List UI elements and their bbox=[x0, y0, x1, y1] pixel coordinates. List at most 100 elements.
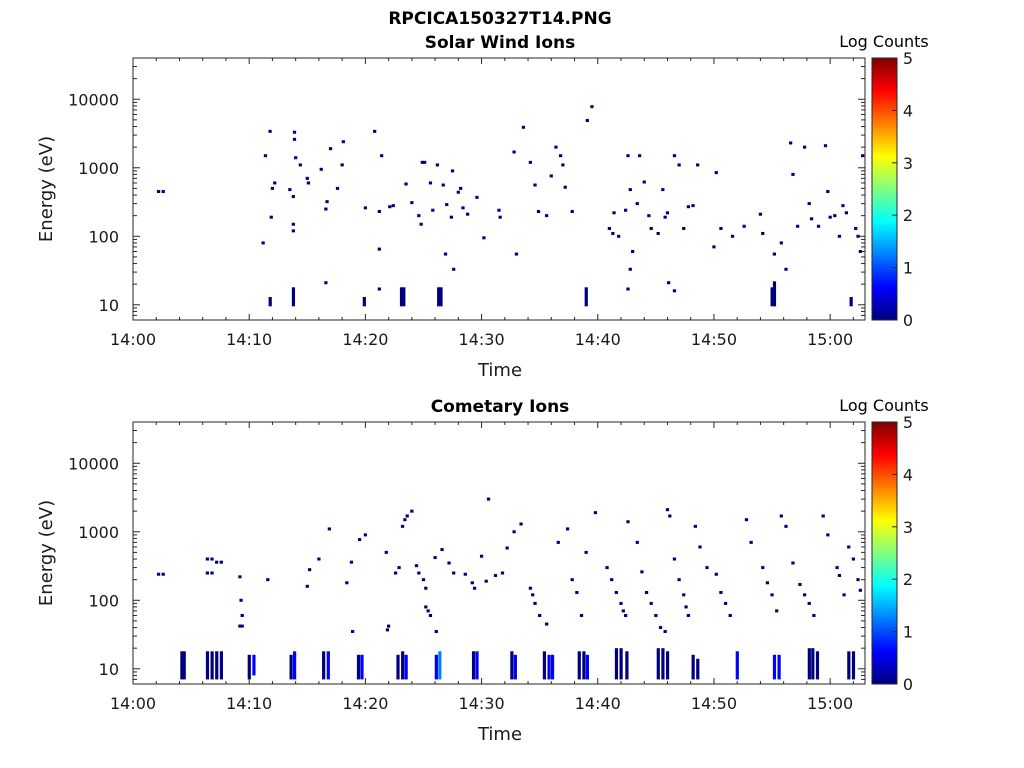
cometary-data-cell bbox=[847, 545, 851, 549]
cometary-data-cell bbox=[345, 581, 349, 585]
cometary-data-cell bbox=[440, 548, 444, 552]
cometary-burst-column bbox=[182, 651, 186, 680]
cometary-data-cell bbox=[305, 584, 309, 588]
cometary-data-cell bbox=[472, 586, 477, 590]
cometary-data-cell bbox=[802, 593, 807, 597]
solar-wind-data-cell bbox=[292, 137, 297, 141]
cometary-data-cell bbox=[686, 613, 691, 617]
cometary-data-cell bbox=[835, 566, 839, 570]
cometary-burst-column bbox=[735, 651, 739, 680]
cometary-colorbar-tick-label: 0 bbox=[903, 675, 913, 694]
solar-wind-burst-column bbox=[362, 296, 366, 307]
solar-wind-data-cell bbox=[663, 215, 667, 219]
cometary-data-cell bbox=[770, 593, 774, 597]
solar-wind-xtick-label: 14:40 bbox=[575, 330, 621, 349]
solar-wind-data-cell bbox=[291, 222, 295, 226]
cometary-burst-column bbox=[289, 654, 293, 680]
cometary-data-cell bbox=[210, 571, 214, 575]
cometary-data-cell bbox=[723, 601, 728, 605]
cometary-data-cell bbox=[858, 588, 862, 592]
solar-wind-data-cell bbox=[306, 181, 311, 185]
cometary-data-cell bbox=[433, 556, 437, 560]
solar-wind-ytick-label: 10000 bbox=[68, 90, 119, 109]
solar-wind-data-cell bbox=[410, 201, 414, 205]
cometary-data-cell bbox=[677, 578, 681, 582]
cometary-data-cell bbox=[428, 613, 433, 617]
cometary-burst-column bbox=[513, 654, 517, 680]
solar-wind-data-cell bbox=[649, 226, 653, 230]
cometary-data-cell bbox=[424, 586, 428, 590]
cometary-data-cell bbox=[826, 533, 830, 537]
cometary-data-cell bbox=[238, 624, 242, 628]
solar-wind-data-cell bbox=[784, 267, 788, 271]
solar-wind-data-cell bbox=[298, 163, 302, 167]
cometary-xtick-label: 14:00 bbox=[110, 694, 156, 713]
solar-wind-data-cell bbox=[363, 206, 368, 210]
cometary-data-cell bbox=[605, 566, 609, 570]
cometary-burst-column bbox=[210, 651, 214, 680]
cometary-data-cell bbox=[452, 571, 456, 575]
solar-wind-data-cell bbox=[441, 183, 445, 187]
cometary-burst-column bbox=[326, 651, 330, 680]
solar-wind-data-cell bbox=[590, 105, 594, 109]
solar-wind-data-cell bbox=[642, 180, 646, 184]
cometary-data-cell bbox=[821, 514, 825, 518]
cometary-data-cell bbox=[791, 561, 795, 565]
cometary-data-cell bbox=[486, 497, 491, 501]
cometary-data-cell bbox=[556, 540, 560, 544]
solar-wind-data-cell bbox=[450, 169, 455, 173]
solar-wind-data-cell bbox=[377, 209, 381, 213]
cometary-burst-column bbox=[434, 654, 438, 680]
solar-wind-data-cell bbox=[826, 190, 830, 194]
solar-wind-data-cell bbox=[435, 163, 440, 167]
cometary-xtick-label: 14:20 bbox=[342, 694, 388, 713]
cometary-data-cell bbox=[851, 557, 856, 561]
solar-wind-data-cell bbox=[268, 129, 272, 133]
cometary-data-cell bbox=[479, 554, 484, 558]
cometary-burst-column bbox=[577, 651, 581, 680]
solar-wind-data-cell bbox=[420, 160, 424, 164]
cometary-burst-column bbox=[696, 658, 700, 680]
solar-wind-data-cell bbox=[335, 186, 340, 190]
cometary-colorbar-tick-label: 3 bbox=[903, 518, 913, 537]
cometary-data-cell bbox=[728, 613, 732, 617]
solar-wind-data-cell bbox=[459, 186, 463, 190]
solar-wind-data-cell bbox=[324, 281, 328, 285]
figure-title: RPCICA150327T14.PNG bbox=[388, 9, 611, 29]
cometary-data-cell bbox=[744, 518, 749, 522]
solar-wind-data-cell bbox=[319, 167, 323, 171]
solar-wind-burst-column bbox=[402, 287, 406, 307]
solar-wind-data-cell bbox=[391, 204, 395, 208]
solar-wind-data-cell bbox=[802, 145, 807, 149]
solar-wind-data-cell bbox=[417, 214, 421, 218]
cometary-data-cell bbox=[668, 514, 672, 518]
cometary-data-cell bbox=[665, 508, 670, 512]
cometary-data-cell bbox=[307, 568, 312, 572]
cometary-data-cell bbox=[384, 550, 388, 554]
cometary-burst-column bbox=[656, 648, 660, 680]
cometary-data-cell bbox=[663, 630, 667, 634]
cometary-burst-column bbox=[847, 651, 851, 680]
cometary-data-cell bbox=[649, 601, 653, 605]
cometary-ylabel: Energy (eV) bbox=[36, 500, 57, 606]
cometary-data-cell bbox=[240, 613, 244, 617]
cometary-data-cell bbox=[614, 590, 618, 594]
cometary-burst-column bbox=[322, 651, 326, 680]
cometary-burst-column bbox=[582, 651, 586, 680]
cometary-xtick-label: 14:40 bbox=[575, 694, 621, 713]
cometary-burst-column bbox=[180, 651, 184, 680]
solar-wind-data-cell bbox=[273, 181, 277, 185]
cometary-data-cell bbox=[463, 572, 467, 576]
solar-wind-data-cell bbox=[325, 200, 329, 204]
cometary-burst-column bbox=[475, 651, 479, 680]
solar-wind-data-cell bbox=[554, 145, 558, 149]
cometary-data-cell bbox=[239, 598, 243, 602]
solar-wind-data-cell bbox=[305, 176, 309, 180]
solar-wind-data-cell bbox=[656, 231, 660, 235]
cometary-burst-column bbox=[356, 654, 361, 680]
solar-wind-burst-column bbox=[291, 287, 296, 307]
cometary-data-cell bbox=[644, 590, 649, 594]
solar-wind-data-cell bbox=[714, 171, 718, 175]
cometary-ytick-label: 10000 bbox=[68, 454, 119, 473]
solar-wind-colorbar-tick-label: 2 bbox=[903, 206, 913, 225]
